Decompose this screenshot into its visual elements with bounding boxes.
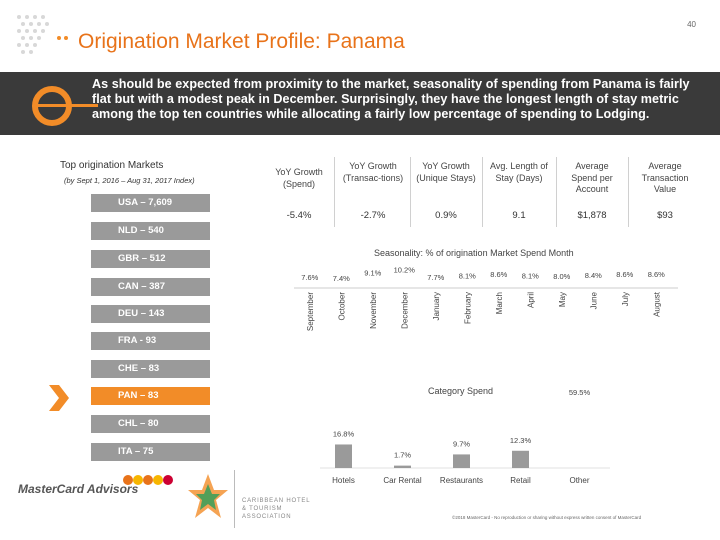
seasonality-chart: 7.6% September 7.4% October 9.1% November 10.2…	[294, 265, 678, 331]
category-data-label: 16.8%	[333, 429, 355, 438]
seasonality-month-label: February	[463, 292, 472, 324]
slide-number: 40	[687, 20, 696, 29]
category-data-label: 9.7%	[453, 439, 470, 448]
seasonality-data-label: 9.1%	[364, 269, 381, 278]
seasonality-data-label: 10.2%	[394, 265, 416, 274]
seasonality-chart-title: Seasonality: % of origination Market Spe…	[374, 248, 574, 258]
seasonality-month-label: January	[432, 292, 441, 320]
metric-divider	[628, 157, 629, 227]
sidebar-subheading: (by Sept 1, 2016 – Aug 31, 2017 Index)	[64, 176, 195, 185]
category-data-label: 1.7%	[394, 451, 411, 460]
chta-star-logo-icon	[188, 474, 228, 518]
seasonality-data-label: 8.1%	[459, 272, 476, 281]
seasonality-month-label: December	[400, 292, 409, 329]
metric-value-transaction-growth: -2.7%	[360, 210, 386, 221]
copyright-note: ©2018 MasterCard - No reproduction or sh…	[452, 515, 642, 520]
category-bar	[335, 444, 352, 468]
seasonality-data-label: 8.4%	[585, 271, 602, 280]
dot-pattern-decoration	[17, 15, 68, 54]
summary-text: As should be expected from proximity to …	[92, 77, 690, 122]
category-axis-label: Restaurants	[440, 476, 483, 485]
metric-divider	[556, 157, 557, 227]
seasonality-month-label: October	[337, 292, 346, 321]
mastercard-advisors-logo: MasterCard Advisors	[18, 482, 139, 496]
metric-value-stays-growth: 0.9%	[435, 210, 457, 221]
market-item-chl[interactable]: CHL – 80	[91, 415, 210, 433]
category-chart: 16.8% Hotels 1.7% Car Rental 9.7% Restaurants…	[320, 388, 610, 485]
market-item-nld[interactable]: NLD – 540	[91, 222, 210, 240]
market-item-pan-selected[interactable]: PAN – 83	[91, 387, 210, 405]
metric-value-length-of-stay: 9.1	[512, 210, 526, 221]
page-title: Origination Market Profile: Panama	[78, 30, 405, 53]
category-axis-label: Car Rental	[383, 476, 421, 485]
metric-header-spend-per-account: Average Spend per Account	[571, 161, 613, 194]
seasonality-month-label: March	[495, 292, 504, 314]
seasonality-data-label: 7.4%	[333, 274, 350, 283]
seasonality-month-label: August	[652, 291, 661, 317]
seasonality-month-label: May	[558, 292, 567, 307]
category-axis-label: Hotels	[332, 476, 355, 485]
seasonality-month-label: September	[306, 292, 315, 331]
seasonality-data-label: 8.1%	[522, 272, 539, 281]
metric-header-stays-growth: YoY Growth (Unique Stays)	[416, 161, 476, 183]
seasonality-data-label: 8.0%	[553, 272, 570, 281]
seasonality-data-label: 8.6%	[616, 270, 633, 279]
category-axis-label: Retail	[510, 476, 531, 485]
market-item-can[interactable]: CAN – 387	[91, 278, 210, 296]
chta-association-label: CARIBBEAN HOTEL & TOURISM ASSOCIATION	[242, 498, 311, 520]
seasonality-month-label: June	[589, 291, 598, 309]
seasonality-data-label: 8.6%	[490, 270, 507, 279]
seasonality-month-label: November	[369, 292, 378, 329]
market-item-ita[interactable]: ITA – 75	[91, 443, 210, 461]
market-item-usa[interactable]: USA – 7,609	[91, 194, 210, 212]
seasonality-month-label: April	[526, 292, 535, 308]
category-chart-title: Category Spend	[428, 386, 494, 396]
seasonality-month-label: July	[621, 292, 630, 306]
mastercard-circles-icon	[123, 475, 173, 485]
seasonality-data-label: 7.6%	[301, 273, 318, 282]
category-bar	[394, 465, 411, 468]
category-axis-label: Other	[569, 476, 589, 485]
summary-banner	[0, 72, 720, 135]
market-item-che[interactable]: CHE – 83	[91, 360, 210, 378]
metric-divider	[482, 157, 483, 227]
metric-header-spend-growth: YoY Growth (Spend)	[275, 167, 323, 189]
metric-value-transaction-value: $93	[657, 210, 673, 221]
banner-ring-icon	[32, 86, 72, 126]
footer-divider	[234, 470, 235, 528]
metric-header-length-of-stay: Avg. Length of Stay (Days)	[490, 161, 548, 183]
metric-header-transaction-value: Average Transaction Value	[641, 161, 689, 194]
category-bar	[453, 454, 470, 468]
metric-divider	[410, 157, 411, 227]
seasonality-data-label: 7.7%	[427, 273, 444, 282]
seasonality-data-label: 8.6%	[648, 270, 665, 279]
metric-divider	[334, 157, 335, 227]
market-item-fra[interactable]: FRA - 93	[91, 332, 210, 350]
metric-header-transaction-growth: YoY Growth (Transac-tions)	[342, 161, 404, 183]
market-item-deu[interactable]: DEU – 143	[91, 305, 210, 323]
metric-value-spend-growth: -5.4%	[286, 210, 312, 221]
market-item-gbr[interactable]: GBR – 512	[91, 250, 210, 268]
sidebar-heading: Top origination Markets	[60, 160, 164, 171]
category-bar	[512, 450, 529, 468]
metric-value-spend-per-account: $1,878	[577, 210, 607, 221]
category-data-label: 59.5%	[569, 388, 591, 397]
category-data-label: 12.3%	[510, 436, 532, 445]
selection-arrow-icon	[49, 385, 69, 411]
